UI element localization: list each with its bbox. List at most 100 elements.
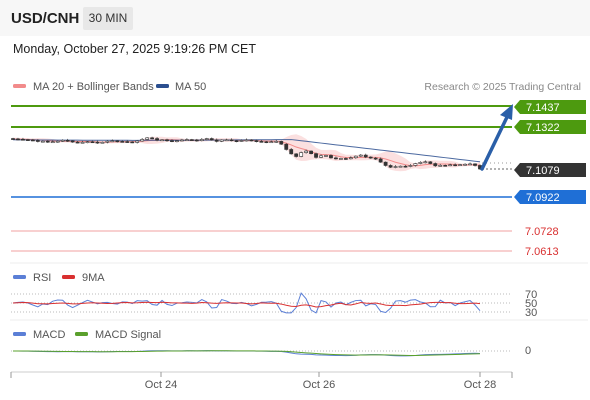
candle-body <box>418 162 423 164</box>
x-tick-oct-24: Oct 24 <box>145 379 177 391</box>
candle-body <box>363 154 368 158</box>
level-label-7-0613: 7.0613 <box>525 246 559 258</box>
candle-body <box>140 139 145 142</box>
candle-body <box>65 140 70 142</box>
candle-body <box>105 140 110 143</box>
projection-arrow <box>480 104 513 171</box>
candle-body <box>11 138 15 140</box>
svg-text:7.0922: 7.0922 <box>526 192 560 204</box>
svg-text:7.1322: 7.1322 <box>526 122 560 134</box>
candle-body <box>224 139 229 142</box>
candle-body <box>80 141 85 144</box>
candle-body <box>284 143 289 150</box>
candle-body <box>60 140 65 142</box>
candle-body <box>428 161 433 164</box>
candle-body <box>26 139 30 141</box>
rsi-ma-legend-label: 9MA <box>82 272 105 284</box>
candle-body <box>110 140 115 143</box>
candle-body <box>423 161 428 164</box>
candle-body <box>75 141 80 144</box>
candle-body <box>378 158 383 163</box>
rsi-tick-70: 70 <box>525 289 537 301</box>
macd-signal-line <box>12 350 481 356</box>
candle-body <box>40 140 45 143</box>
rsi-tick-50: 50 <box>525 298 537 310</box>
candle-body <box>433 163 438 167</box>
rsi-ma-swatch <box>62 275 75 279</box>
candle-body <box>368 156 373 159</box>
level-label-7-0922: 7.0922 <box>514 190 586 204</box>
candle-body <box>175 140 179 142</box>
candle-body <box>95 141 100 144</box>
level-label-7-1437: 7.1437 <box>514 100 586 114</box>
candle-body <box>294 153 299 157</box>
candle-body <box>259 141 264 143</box>
rsi-tick-30: 30 <box>525 307 537 319</box>
rsi-ma-line <box>12 301 481 308</box>
candle-body <box>269 141 274 144</box>
candle-body <box>30 139 35 142</box>
candle-body <box>21 138 25 141</box>
macd-pane: MACD MACD Signal 0 <box>11 329 531 357</box>
candle-body <box>279 141 284 145</box>
candle-body <box>239 140 244 142</box>
candle-body <box>184 139 189 141</box>
candle-body <box>408 165 413 167</box>
ma20-swatch <box>13 84 26 88</box>
macd-signal-legend-label: MACD Signal <box>95 329 161 341</box>
candle-body <box>145 137 150 140</box>
bollinger-band <box>13 134 480 172</box>
svg-text:7.1079: 7.1079 <box>526 165 560 177</box>
candle-body <box>468 163 472 166</box>
candle-body <box>338 158 343 160</box>
candle-body <box>373 157 378 160</box>
chart-header: USD/CNH 30 MIN <box>0 0 590 36</box>
research-credit: Research © 2025 Trading Central <box>424 81 581 93</box>
macd-signal-swatch <box>75 332 88 336</box>
rsi-legend-label: RSI <box>33 272 51 284</box>
candle-body <box>165 139 169 142</box>
candle-body <box>358 154 363 157</box>
candle-body <box>219 139 224 142</box>
candle-body <box>319 155 323 158</box>
x-axis: Oct 24 Oct 26 Oct 28 <box>10 371 513 391</box>
timestamp-label: Monday, October 27, 2025 9:19:26 PM CET <box>13 42 256 56</box>
level-label-7-0728: 7.0728 <box>525 226 559 238</box>
candle-body <box>458 164 463 166</box>
candle-body <box>309 150 313 154</box>
candle-body <box>229 139 234 142</box>
candle-body <box>135 140 140 143</box>
candle-body <box>353 155 358 159</box>
timeframe-button[interactable]: 30 MIN <box>83 7 133 30</box>
x-tick-oct-28: Oct 28 <box>464 379 496 391</box>
macd-legend-label: MACD <box>33 329 65 341</box>
ma50-legend-label: MA 50 <box>175 81 206 93</box>
candle-body <box>16 138 20 141</box>
candle-body <box>403 165 408 168</box>
candle-body <box>234 140 239 142</box>
candle-body <box>393 166 398 168</box>
candle-body <box>199 139 204 141</box>
candle-body <box>130 141 135 144</box>
candle-body <box>274 141 279 143</box>
candle-body <box>214 139 219 142</box>
candle-body <box>155 138 159 141</box>
rsi-swatch <box>13 275 26 279</box>
macd-swatch <box>13 332 26 336</box>
candle-body <box>180 139 184 142</box>
candle-body <box>249 139 254 142</box>
macd-tick-0: 0 <box>525 345 531 357</box>
candle-body <box>443 165 448 167</box>
candle-body <box>348 157 353 160</box>
candle-body <box>55 140 60 143</box>
candle-body <box>209 138 214 141</box>
candle-body <box>70 140 75 143</box>
candle-body <box>50 141 55 144</box>
x-tick-oct-26: Oct 26 <box>303 379 335 391</box>
candle-body <box>314 153 318 158</box>
candlestick-series <box>11 136 482 170</box>
candle-body <box>324 155 328 157</box>
candle-body <box>299 152 304 157</box>
ma50-swatch <box>156 84 169 88</box>
candle-body <box>289 149 294 155</box>
